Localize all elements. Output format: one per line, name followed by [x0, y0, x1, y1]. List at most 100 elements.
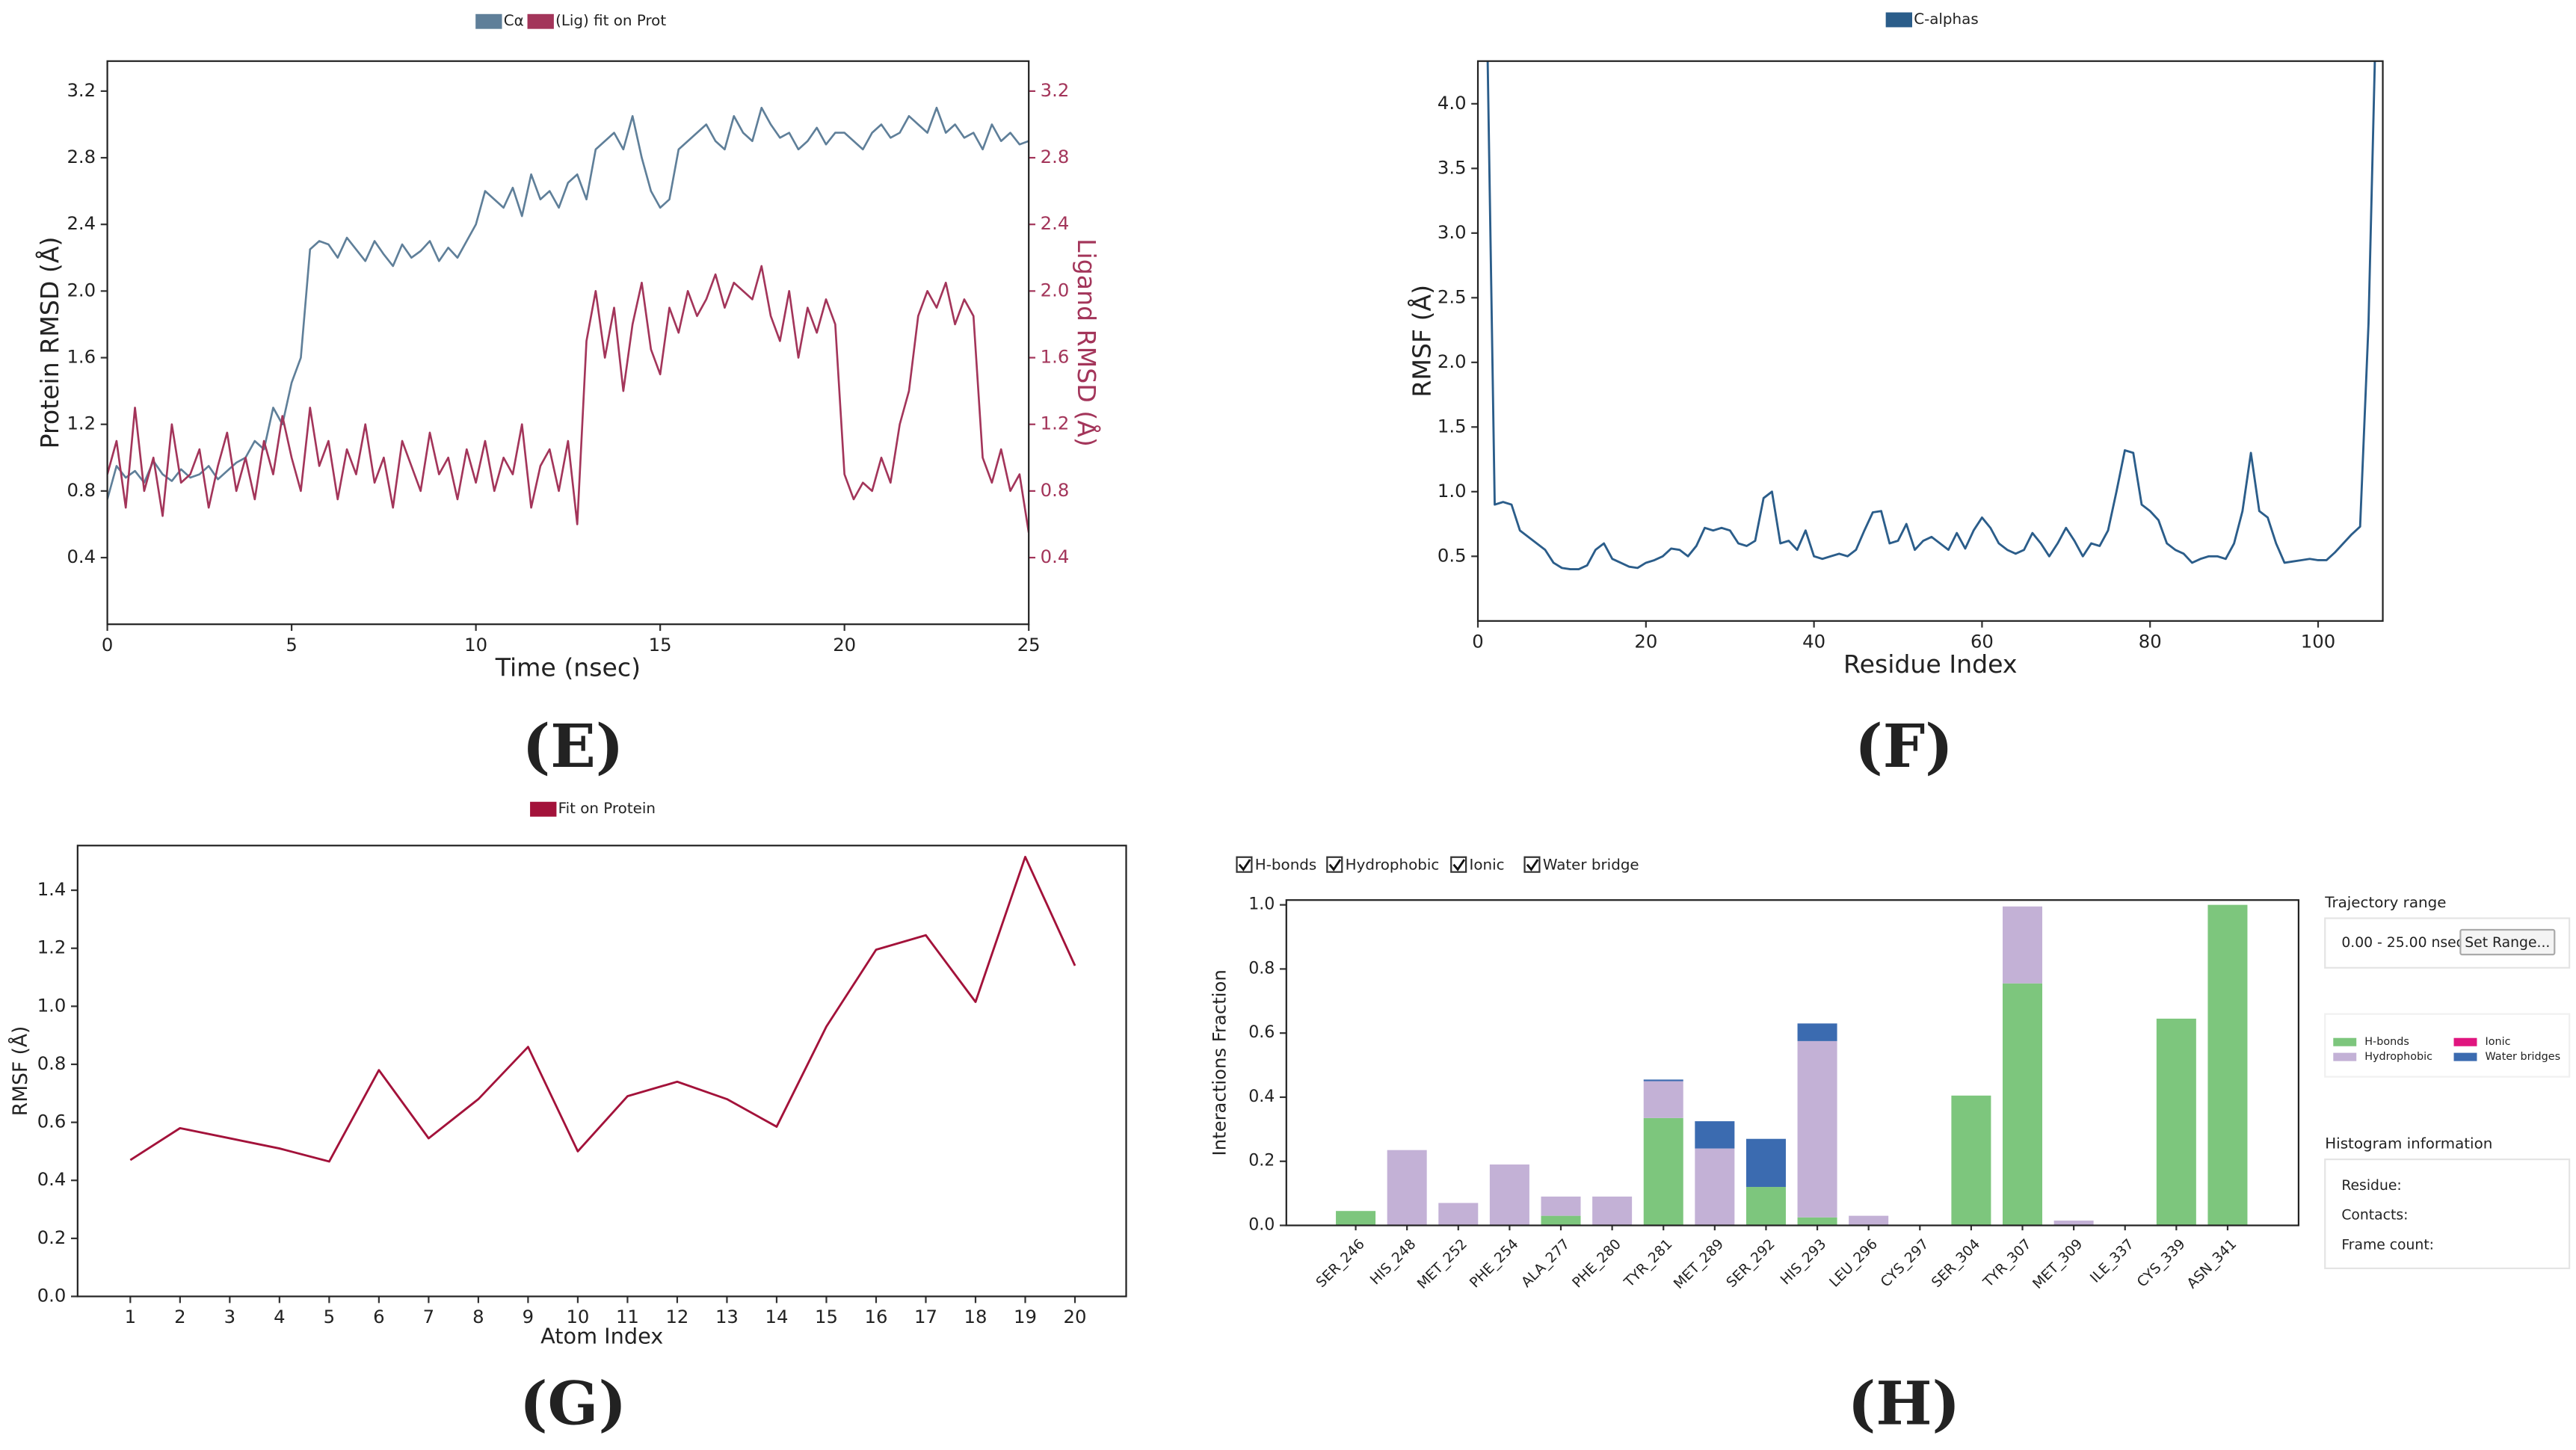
checkmark: [1526, 859, 1539, 871]
x-tick-label: 7: [423, 1306, 434, 1327]
info-field: Frame count:: [2341, 1238, 2434, 1253]
x-tick-label: SER_246: [1313, 1236, 1368, 1291]
bar-segment: [1541, 1215, 1581, 1226]
data-line: [107, 265, 1029, 533]
x-tick-label: 60: [1970, 631, 1994, 652]
bar-segment: [1745, 1187, 1786, 1226]
x-tick-label: 1: [125, 1306, 136, 1327]
info-field: Residue:: [2341, 1178, 2401, 1194]
legend-swatch: [527, 13, 554, 29]
x-tick-label: MET_309: [2030, 1236, 2086, 1292]
bar-segment: [1592, 1196, 1633, 1226]
panel-title: Histogram information: [2325, 1135, 2492, 1153]
x-tick-label: 18: [964, 1306, 987, 1327]
y-tick-label: 4.0: [1438, 92, 1467, 114]
data-line: [107, 106, 1029, 500]
x-tick-label: 0: [1472, 631, 1483, 652]
y-tick-label: 0.6: [37, 1111, 67, 1132]
x-tick-label: 14: [765, 1306, 788, 1327]
y2-tick-label: 2.0: [1041, 279, 1070, 300]
y-tick-label: 1.2: [37, 937, 67, 958]
y-tick-label: 1.2: [67, 413, 96, 434]
x-tick-label: 80: [2139, 631, 2162, 652]
legend-label: (Lig) fit on Prot: [555, 12, 666, 29]
x-tick-label: 17: [914, 1306, 937, 1327]
x-tick-label: 5: [286, 634, 297, 655]
y-tick-label: 0.4: [67, 546, 96, 567]
checkbox-label: Water bridge: [1543, 856, 1639, 873]
x-tick-label: ILE_337: [2087, 1236, 2136, 1286]
bar-segment: [1643, 1081, 1683, 1118]
plot-area: [107, 106, 1029, 533]
panel-title: Trajectory range: [2324, 894, 2446, 911]
bar-segment: [1695, 1148, 1735, 1226]
bar-segment: [1541, 1196, 1581, 1216]
x-tick-label: 13: [715, 1306, 739, 1327]
x-tick-label: CYS_297: [1878, 1236, 1932, 1290]
y-tick-label: 0.5: [1438, 544, 1467, 566]
x-tick-label: 5: [324, 1306, 335, 1327]
legend-swatch: [530, 801, 557, 817]
plot-frame: [106, 60, 1030, 626]
bar-segment: [1643, 1117, 1683, 1226]
legend-swatch: [475, 13, 502, 29]
y-tick-label: 3.0: [1438, 221, 1467, 243]
y2-tick-label: 1.6: [1041, 346, 1070, 368]
y2-tick-label: 1.2: [1041, 413, 1070, 434]
plot-area: [1336, 904, 2248, 1226]
bar-segment: [1336, 1211, 1376, 1226]
x-tick-label: 40: [1802, 631, 1825, 652]
y2-tick-label: 2.8: [1041, 146, 1070, 167]
y-tick-label: 0.4: [37, 1168, 67, 1190]
x-axis-label: Residue Index: [1843, 650, 2017, 679]
bar-segment: [1438, 1203, 1479, 1226]
y-tick-label: 0.0: [1248, 1215, 1275, 1234]
y2-tick-label: 0.8: [1041, 479, 1070, 501]
y-tick-label: 1.0: [37, 994, 67, 1016]
range-text: 0.00 - 25.00 nsec: [2341, 935, 2464, 951]
legend-label: Fit on Protein: [558, 800, 656, 817]
bar-segment: [2003, 983, 2043, 1226]
bar-segment: [1387, 1150, 1427, 1226]
x-tick-label: ASN_341: [2184, 1236, 2240, 1292]
y-tick-label: 2.0: [67, 279, 96, 300]
plot-frame: [1285, 899, 2299, 1227]
button[interactable]: [2459, 928, 2556, 956]
x-tick-label: 8: [472, 1306, 484, 1327]
x-tick-label: HIS_248: [1367, 1236, 1419, 1288]
y-tick-label: 0.8: [37, 1052, 67, 1074]
x-tick-label: ALA_277: [1519, 1236, 1574, 1291]
bar-segment: [2053, 1221, 2094, 1226]
x-tick-label: 10: [566, 1306, 589, 1327]
bar-segment: [1745, 1138, 1786, 1188]
legend-label: H-bonds: [2364, 1036, 2409, 1048]
x-axis-label: Time (nsec): [495, 652, 641, 682]
y-tick-label: 0.8: [67, 479, 96, 501]
plot-frame: [1476, 60, 2384, 622]
chart-panel: 0.5 1.0 1.5 2.0 2.5 3.0 3.5 4.0 0 20 40 60 80 100 Resi…: [1407, 10, 2384, 781]
x-tick-label: 20: [1064, 1306, 1087, 1327]
checkbox-label: Hydrophobic: [1346, 856, 1440, 873]
legend-swatch: [1885, 12, 1912, 28]
panel-label: (F): [1855, 711, 1953, 781]
plot-area: [129, 855, 1076, 1163]
x-tick-label: 12: [665, 1306, 688, 1327]
bar-segment: [1797, 1217, 1837, 1226]
y-tick-label: 1.5: [1438, 415, 1467, 436]
y-axis-label: RMSF (Å): [8, 1026, 32, 1117]
y-tick-label: 1.0: [1248, 895, 1275, 914]
y-tick-label: 1.4: [37, 878, 67, 900]
y2-tick-label: 2.4: [1041, 212, 1070, 234]
y-tick-label: 2.0: [1438, 351, 1467, 372]
plot-frame: [76, 845, 1127, 1298]
bar-segment: [1797, 1040, 1837, 1218]
button-label[interactable]: Set Range...: [2465, 935, 2550, 951]
x-tick-label: 15: [815, 1306, 838, 1327]
y-axis-label: RMSF (Å): [1407, 285, 1437, 398]
x-tick-label: 6: [373, 1306, 384, 1327]
x-tick-label: MET_289: [1671, 1236, 1727, 1292]
x-tick-label: 9: [523, 1306, 534, 1327]
x-tick-label: 2: [174, 1306, 185, 1327]
info-field: Contacts:: [2341, 1208, 2408, 1224]
